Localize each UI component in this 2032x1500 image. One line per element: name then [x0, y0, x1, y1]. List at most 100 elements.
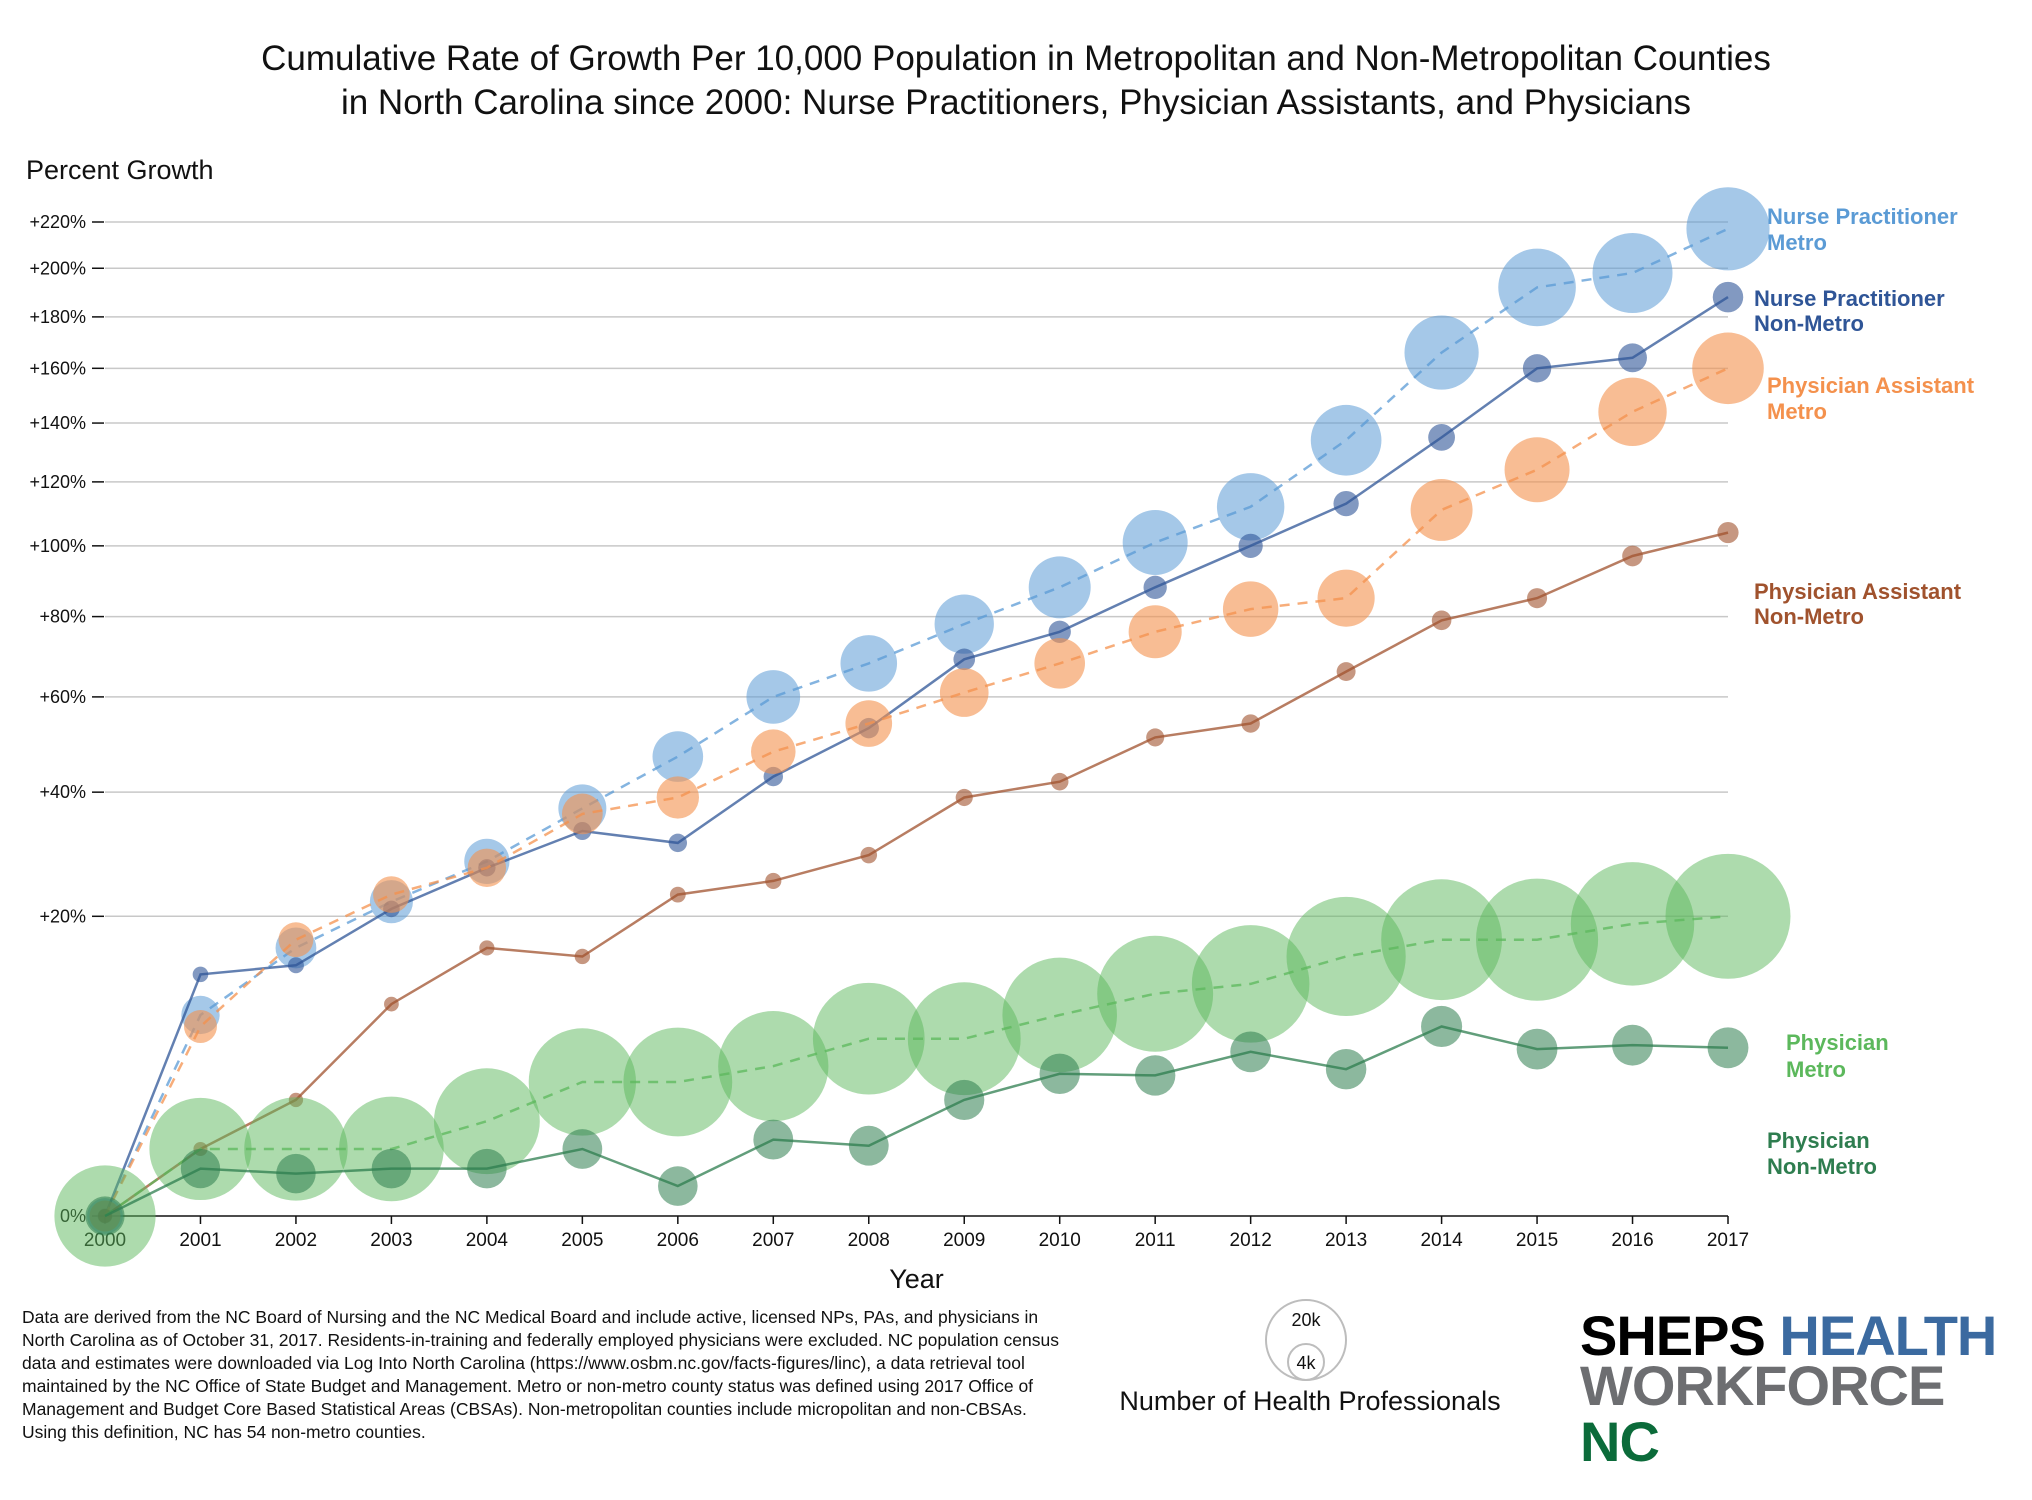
- data-point: [85, 1196, 125, 1236]
- data-point: [1612, 1024, 1653, 1066]
- data-point: [180, 1148, 221, 1189]
- x-tick-label: 2010: [1039, 1230, 1081, 1251]
- series-physician-assistant-non-metro: [98, 521, 1739, 1223]
- data-point: [1143, 575, 1167, 600]
- x-tick-label: 2009: [943, 1230, 985, 1251]
- y-axis-ticks: 0%+20%+40%+60%+80%+100%+120%+140%+160%+1…: [29, 212, 104, 1226]
- data-point: [1570, 862, 1695, 986]
- y-tick-label: +140%: [29, 413, 86, 433]
- data-point: [1428, 423, 1455, 451]
- series-label-line-2: Non-Metro: [1767, 1154, 1877, 1179]
- data-point: [373, 876, 410, 913]
- data-point: [623, 1027, 733, 1137]
- data-point: [1134, 1055, 1176, 1096]
- data-point: [287, 957, 304, 974]
- chart-title-line-1: Cumulative Rate of Growth Per 10,000 Pop…: [261, 39, 1771, 78]
- data-point: [652, 731, 704, 782]
- data-point: [1421, 1005, 1463, 1048]
- data-point: [467, 848, 507, 887]
- data-point: [1039, 1053, 1080, 1095]
- y-tick-label: +180%: [29, 307, 86, 327]
- data-point: [1310, 404, 1382, 476]
- data-point: [1222, 581, 1279, 637]
- data-point: [561, 793, 603, 835]
- data-point: [1665, 853, 1791, 979]
- sheps-logo-line-2: WORKFORCE NC: [1580, 1358, 2032, 1470]
- x-axis-label: Year: [889, 1264, 944, 1294]
- data-point: [1097, 935, 1214, 1052]
- series-label-line-1: Nurse Practitioner: [1767, 204, 1958, 229]
- data-point: [1707, 1027, 1749, 1069]
- data-point: [955, 788, 973, 807]
- size-legend-label: 4k: [1296, 1353, 1316, 1373]
- size-legend-label: 20k: [1291, 1310, 1321, 1330]
- data-point: [1622, 545, 1643, 567]
- data-point: [753, 1119, 794, 1160]
- data-point: [574, 948, 591, 965]
- data-point: [183, 1009, 217, 1043]
- x-tick-label: 2014: [1420, 1230, 1463, 1251]
- growth-chart: 0%+20%+40%+60%+80%+100%+120%+140%+160%+1…: [29, 187, 1975, 1294]
- data-point: [192, 966, 209, 983]
- data-point: [1527, 588, 1548, 609]
- data-point: [848, 1125, 889, 1166]
- data-point: [1241, 714, 1260, 733]
- data-point: [668, 833, 688, 853]
- data-point: [656, 776, 699, 819]
- x-tick-label: 2004: [466, 1230, 509, 1251]
- y-tick-label: +80%: [39, 607, 86, 627]
- data-point: [860, 846, 878, 864]
- data-point: [1717, 521, 1739, 544]
- data-point: [1522, 354, 1552, 383]
- data-point: [1592, 233, 1673, 314]
- y-tick-label: +160%: [29, 358, 86, 378]
- series-group: [54, 187, 1791, 1267]
- data-point: [479, 940, 495, 956]
- series-physician-assistant-metro: [89, 332, 1764, 1232]
- x-tick-label: 2012: [1230, 1230, 1272, 1251]
- data-point: [765, 872, 782, 890]
- data-source-note: Data are derived from the NC Board of Nu…: [22, 1307, 1059, 1442]
- data-point: [944, 1079, 985, 1121]
- data-point: [1410, 478, 1473, 541]
- y-tick-label: +200%: [29, 258, 86, 278]
- data-point: [1498, 248, 1576, 327]
- data-point: [1028, 556, 1091, 619]
- data-point: [845, 700, 893, 747]
- data-point: [1002, 957, 1117, 1073]
- chart-title-line-2: in North Carolina since 2000: Nurse Prac…: [340, 83, 1692, 122]
- data-point: [1618, 343, 1647, 373]
- data-point: [1034, 638, 1086, 689]
- x-tick-label: 2008: [848, 1230, 890, 1251]
- data-point: [751, 729, 796, 774]
- series-label-line-1: Physician: [1786, 1030, 1889, 1055]
- y-tick-label: +120%: [29, 472, 86, 492]
- data-point: [1191, 925, 1310, 1043]
- data-point: [384, 996, 399, 1012]
- y-axis-label: Percent Growth: [26, 155, 214, 185]
- data-point: [244, 1097, 348, 1201]
- series-label-line-1: Physician Assistant: [1754, 579, 1962, 604]
- size-legend-title: Number of Health Professionals: [1119, 1386, 1501, 1416]
- series-label-line-1: Physician Assistant: [1767, 373, 1975, 398]
- series-label-line-2: Metro: [1767, 230, 1827, 255]
- y-tick-label: +20%: [39, 906, 86, 926]
- data-point: [669, 886, 686, 903]
- data-point: [278, 922, 314, 958]
- size-legend: 20k 4k: [1265, 1299, 1347, 1381]
- x-tick-label: 2005: [561, 1230, 603, 1251]
- data-point: [1336, 662, 1356, 682]
- series-physician-metro: [54, 853, 1791, 1267]
- series-label-line-1: Nurse Practitioner: [1754, 286, 1945, 311]
- data-point: [939, 668, 989, 717]
- series-label-line-1: Physician: [1767, 1128, 1870, 1153]
- data-point: [1692, 332, 1764, 405]
- data-point: [1712, 281, 1744, 313]
- grid-lines: [105, 221, 1728, 918]
- series-line: [104, 531, 1729, 1218]
- data-point: [718, 1011, 829, 1122]
- x-tick-label: 2002: [275, 1230, 317, 1251]
- x-tick-label: 2003: [370, 1230, 412, 1251]
- x-tick-label: 2015: [1516, 1230, 1558, 1251]
